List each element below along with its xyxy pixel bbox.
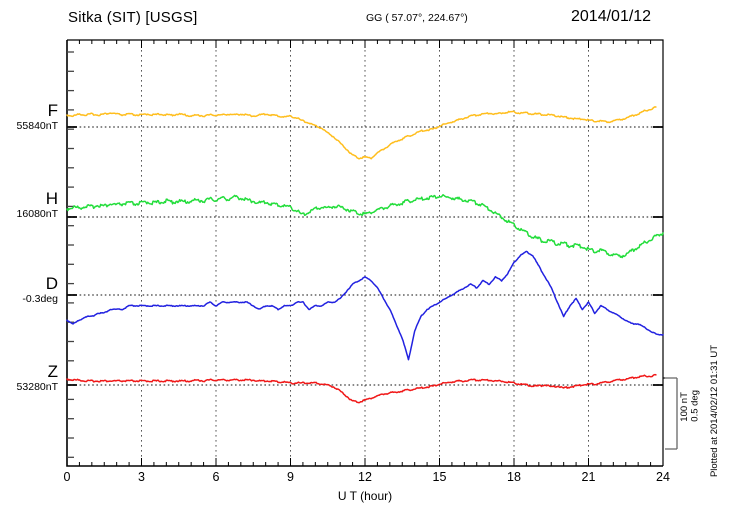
plot-frame-border <box>67 39 664 466</box>
x-tick-label: 15 <box>432 470 447 484</box>
x-tick-label: 24 <box>656 470 670 484</box>
x-tick-label: 21 <box>581 470 596 484</box>
component-value-f: 55840nT <box>16 119 58 132</box>
component-label-f: F 55840nT <box>0 102 58 132</box>
x-tick-label: 9 <box>287 470 294 484</box>
component-value-z: 53280nT <box>16 380 58 393</box>
plot-timestamp: Plotted at 2014/02/12 01:31 UT <box>709 345 720 478</box>
page-title: Sitka (SIT) [USGS] <box>68 9 198 26</box>
trace-baselines <box>67 126 663 386</box>
scale-bar-caption: 100 nT 0.5 deg <box>679 390 701 422</box>
x-axis-title: U T (hour) <box>337 489 393 503</box>
observation-date: 2014/01/12 <box>571 8 652 25</box>
scale-bar-deg: 0.5 deg <box>689 390 701 422</box>
component-label-h: H 16080nT <box>0 190 58 220</box>
component-value-h: 16080nT <box>16 207 58 220</box>
scale-bar <box>663 377 678 450</box>
component-label-d: D -0.3deg <box>0 275 58 305</box>
x-tick-label: 18 <box>507 470 521 484</box>
x-tick-label: 6 <box>212 470 220 484</box>
plot-frame <box>66 39 664 467</box>
trace-d <box>66 250 664 361</box>
grid-lines <box>141 40 589 466</box>
plot-axis-lines <box>66 40 663 467</box>
component-letter-z: Z <box>47 362 58 381</box>
axis-ticks <box>66 40 664 466</box>
component-label-z: Z 53280nT <box>0 363 58 393</box>
trace-h <box>66 194 664 259</box>
component-letter-f: F <box>47 101 58 120</box>
scale-bar-nt: 100 nT <box>679 392 690 422</box>
x-tick-label: 0 <box>63 470 71 484</box>
component-value-d: -0.3deg <box>22 292 58 305</box>
geographic-coordinates: GG ( 57.07°, 224.67°) <box>366 12 468 24</box>
component-letter-d: D <box>45 274 58 293</box>
x-tick-label: 12 <box>358 470 372 484</box>
trace-z <box>66 373 657 404</box>
data-traces <box>66 106 664 404</box>
trace-f <box>66 106 657 160</box>
scale-bar-bracket <box>665 377 678 450</box>
x-tick-label: 3 <box>138 470 145 484</box>
component-letter-h: H <box>45 189 58 208</box>
